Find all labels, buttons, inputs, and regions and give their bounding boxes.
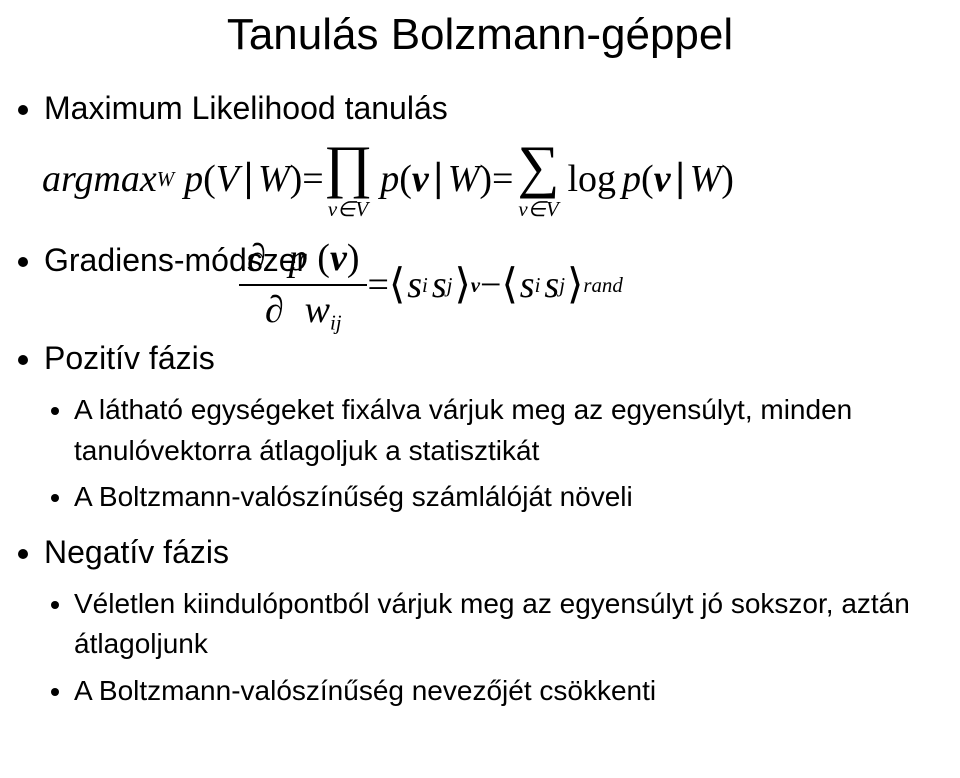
bullet-positive-phase: ∂ p (v) ∂ wij = ⟨ bbox=[44, 290, 928, 518]
sum-symbol: ∑ bbox=[517, 138, 559, 197]
bullet-text: Pozitív fázis bbox=[44, 334, 215, 382]
bullet-list: Maximum Likelihood tanulás argmaxW p (V∣… bbox=[62, 84, 928, 712]
lp1: ( bbox=[203, 157, 216, 203]
minus: − bbox=[480, 263, 501, 309]
sym-v: v bbox=[330, 237, 347, 279]
s4: s bbox=[544, 263, 559, 309]
s1: s bbox=[407, 263, 422, 309]
sym-V1: V bbox=[216, 157, 239, 203]
ra2sub: rand bbox=[583, 273, 622, 298]
eq-sign2: = bbox=[492, 157, 513, 203]
la1: ⟨ bbox=[389, 260, 405, 310]
s3i: i bbox=[535, 273, 541, 298]
bar1: ∣ bbox=[239, 157, 258, 203]
fraction-den: ∂ wij bbox=[239, 286, 367, 335]
bullet-positive-a: A látható egységeket fixálva várjuk meg … bbox=[74, 390, 928, 471]
s1i: i bbox=[422, 273, 428, 298]
sym-log: log bbox=[567, 157, 616, 203]
bullet-negative-a: Véletlen kiindulópontból várjuk meg az e… bbox=[74, 584, 928, 665]
bullet-negative-phase: Negatív fázis Véletlen kiindulópontból v… bbox=[44, 528, 928, 712]
equation-gradient: ∂ p (v) ∂ wij = ⟨ bbox=[239, 236, 623, 335]
inner-list-negative: Véletlen kiindulópontból várjuk meg az e… bbox=[44, 584, 928, 712]
sym-p: p bbox=[289, 237, 308, 279]
sym-Wc2: W bbox=[448, 157, 480, 203]
la2: ⟨ bbox=[501, 260, 517, 310]
lp3: ( bbox=[641, 157, 654, 203]
bar3: ∣ bbox=[671, 157, 690, 203]
sym-argmax-sub: W bbox=[157, 167, 174, 192]
bullet-positive-b: A Boltzmann-valószínűség számlálóját növ… bbox=[74, 477, 928, 518]
lp2: ( bbox=[399, 157, 412, 203]
partial2: ∂ bbox=[265, 289, 284, 331]
prod-symbol: ∏ bbox=[324, 138, 372, 197]
slide-title: Tanulás Bolzmann-géppel bbox=[32, 10, 928, 60]
bar2: ∣ bbox=[429, 157, 448, 203]
sym-Wc1: W bbox=[258, 157, 290, 203]
rp: ) bbox=[347, 237, 360, 279]
sum-op: ∑ v∈V bbox=[517, 138, 559, 222]
s3: s bbox=[520, 263, 535, 309]
s2j: j bbox=[447, 273, 453, 298]
sym-p3: p bbox=[622, 157, 641, 203]
equation-likelihood: argmaxW p (V∣W) = ∏ v∈V p (v∣W) = ∑ bbox=[42, 138, 928, 222]
rp3: ) bbox=[721, 157, 734, 203]
sym-v1: v bbox=[412, 157, 429, 203]
slide: Tanulás Bolzmann-géppel Maximum Likeliho… bbox=[0, 0, 960, 742]
ra1: ⟩ bbox=[454, 260, 470, 310]
bullet-negative-b: A Boltzmann-valószínűség nevezőjét csökk… bbox=[74, 671, 928, 712]
sym-v2: v bbox=[654, 157, 671, 203]
fraction-num: ∂ p (v) bbox=[239, 236, 367, 286]
sym-w-sub: ij bbox=[330, 310, 342, 334]
inner-list-positive: A látható egységeket fixálva várjuk meg … bbox=[44, 390, 928, 518]
ra1sub: v bbox=[471, 273, 480, 298]
fraction: ∂ p (v) ∂ wij bbox=[239, 236, 367, 335]
eq-sign: = bbox=[367, 263, 388, 309]
s4j: j bbox=[559, 273, 565, 298]
sym-p2: p bbox=[380, 157, 399, 203]
eq-sign1: = bbox=[302, 157, 323, 203]
lp: ( bbox=[317, 237, 330, 279]
prod-op: ∏ v∈V bbox=[324, 138, 372, 222]
sym-argmax: argmax bbox=[42, 157, 157, 203]
bullet-text: Maximum Likelihood tanulás bbox=[44, 90, 448, 126]
sym-p1: p bbox=[184, 157, 203, 203]
partial1: ∂ bbox=[247, 237, 266, 279]
rp1: ) bbox=[290, 157, 303, 203]
sym-Wc3: W bbox=[690, 157, 722, 203]
prod-lim: v∈V bbox=[324, 197, 372, 222]
sum-lim: v∈V bbox=[517, 197, 559, 222]
rp2: ) bbox=[479, 157, 492, 203]
ra2: ⟩ bbox=[567, 260, 583, 310]
s2: s bbox=[432, 263, 447, 309]
bullet-maximum-likelihood: Maximum Likelihood tanulás argmaxW p (V∣… bbox=[44, 84, 928, 222]
bullet-text: Negatív fázis bbox=[44, 534, 229, 570]
sym-w: w bbox=[305, 289, 330, 331]
